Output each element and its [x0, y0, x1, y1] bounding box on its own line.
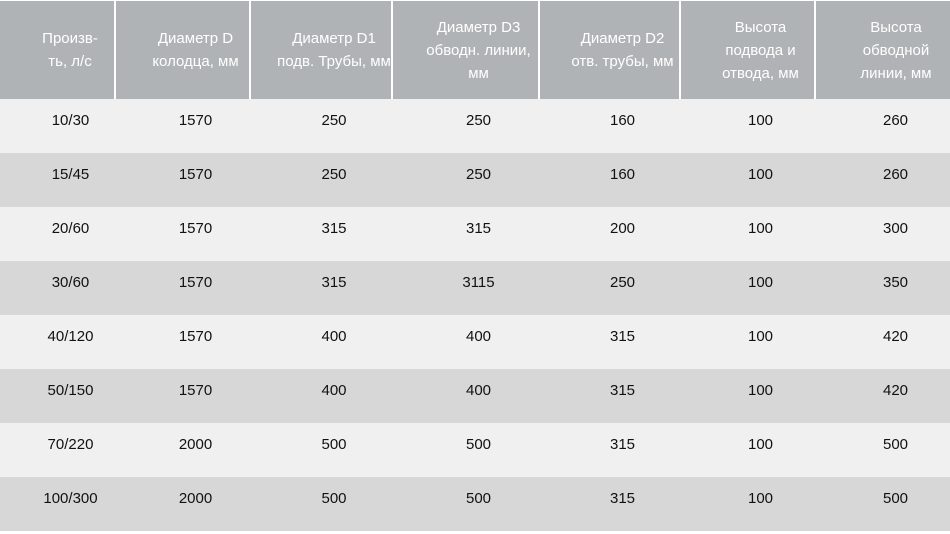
column-header-line: ть, л/с: [48, 53, 92, 70]
table-cell: 160: [539, 153, 680, 207]
column-header-line: линии, мм: [860, 64, 932, 82]
table-cell: 350: [815, 261, 950, 315]
column-header-line: Произв-: [42, 30, 98, 47]
table-row: 100/300 2000 500 500 315 100 500: [0, 477, 950, 531]
table-cell: 315: [250, 261, 392, 315]
column-header-line: подв. Трубы, мм: [277, 53, 391, 70]
table-row: 20/60 1570 315 315 200 100 300: [0, 207, 950, 261]
table-cell: 1570: [115, 369, 250, 423]
column-header: Диаметр D колодца, мм: [114, 1, 250, 99]
table-cell: 400: [392, 369, 539, 423]
column-header-line: отв. трубы, мм: [571, 53, 674, 70]
table-cell: 160: [539, 99, 680, 153]
table-cell: 400: [250, 369, 392, 423]
column-header: Высота обводной линии, мм: [814, 1, 950, 99]
column-header: Высота подвода и отвода, мм: [679, 1, 815, 99]
table-cell: 1570: [115, 261, 250, 315]
column-header-line: Диаметр D: [157, 30, 234, 47]
table-cell: 100: [680, 315, 815, 369]
table-row: 50/150 1570 400 400 315 100 420: [0, 369, 950, 423]
table-row: 70/220 2000 500 500 315 100 500: [0, 423, 950, 477]
column-header-line: колодца, мм: [152, 53, 239, 70]
table-cell: 400: [392, 315, 539, 369]
column-header: Произв-ть, л/с: [0, 1, 115, 99]
column-header: Диаметр D1 подв. Трубы, мм: [249, 1, 392, 99]
table-cell: 315: [539, 315, 680, 369]
table-cell: 100: [680, 207, 815, 261]
table-row: 40/120 1570 400 400 315 100 420: [0, 315, 950, 369]
table-cell: 70/220: [0, 423, 115, 477]
table-cell: 250: [250, 99, 392, 153]
table-cell: 500: [815, 423, 950, 477]
table-cell: 250: [250, 153, 392, 207]
table-cell: 1570: [115, 99, 250, 153]
column-header-line: мм: [468, 64, 489, 82]
table-cell: 315: [539, 369, 680, 423]
table-cell: 100: [680, 477, 815, 531]
table-cell: 500: [392, 477, 539, 531]
table-row: 30/60 1570 315 3115 250 100 350: [0, 261, 950, 315]
column-header-line: обводн. линии,: [426, 41, 531, 59]
table-cell: 2000: [115, 477, 250, 531]
column-header-line: Диаметр D3: [436, 18, 521, 36]
table-cell: 100: [680, 423, 815, 477]
table-cell: 250: [392, 99, 539, 153]
column-header-line: обводной: [862, 41, 930, 59]
table-cell: 250: [539, 261, 680, 315]
column-header-line: Высота: [734, 18, 787, 36]
table-cell: 100: [680, 369, 815, 423]
table-cell: 250: [392, 153, 539, 207]
table-cell: 100: [680, 99, 815, 153]
table-cell: 30/60: [0, 261, 115, 315]
column-header-line: Диаметр D2: [580, 30, 665, 47]
table-cell: 100: [680, 153, 815, 207]
column-header: Диаметр D3 обводн. линии, мм: [391, 1, 539, 99]
table-cell: 315: [250, 207, 392, 261]
table-cell: 2000: [115, 423, 250, 477]
table-cell: 1570: [115, 315, 250, 369]
table-cell: 260: [815, 153, 950, 207]
table-cell: 500: [250, 423, 392, 477]
table-cell: 20/60: [0, 207, 115, 261]
column-header-line: Диаметр D1: [292, 30, 376, 47]
table-cell: 200: [539, 207, 680, 261]
table-cell: 420: [815, 315, 950, 369]
table-cell: 260: [815, 99, 950, 153]
column-header-line: Высота: [870, 18, 922, 36]
table-cell: 100/300: [0, 477, 115, 531]
table-cell: 500: [815, 477, 950, 531]
table-cell: 400: [250, 315, 392, 369]
column-header-line: отвода, мм: [722, 64, 799, 82]
table-cell: 1570: [115, 207, 250, 261]
table-cell: 40/120: [0, 315, 115, 369]
table-cell: 500: [250, 477, 392, 531]
table-row: 15/45 1570 250 250 160 100 260: [0, 153, 950, 207]
table-cell: 1570: [115, 153, 250, 207]
table-cell: 300: [815, 207, 950, 261]
table-cell: 315: [392, 207, 539, 261]
column-header: Диаметр D2 отв. трубы, мм: [538, 1, 680, 99]
column-header-line: подвода и: [725, 41, 796, 59]
table-cell: 15/45: [0, 153, 115, 207]
table-cell: 500: [392, 423, 539, 477]
table-cell: 315: [539, 423, 680, 477]
table-cell: 10/30: [0, 99, 115, 153]
table-cell: 3115: [392, 261, 539, 315]
table-row: 10/30 1570 250 250 160 100 260: [0, 99, 950, 153]
table-cell: 50/150: [0, 369, 115, 423]
table-cell: 420: [815, 369, 950, 423]
table-cell: 100: [680, 261, 815, 315]
table-cell: 315: [539, 477, 680, 531]
